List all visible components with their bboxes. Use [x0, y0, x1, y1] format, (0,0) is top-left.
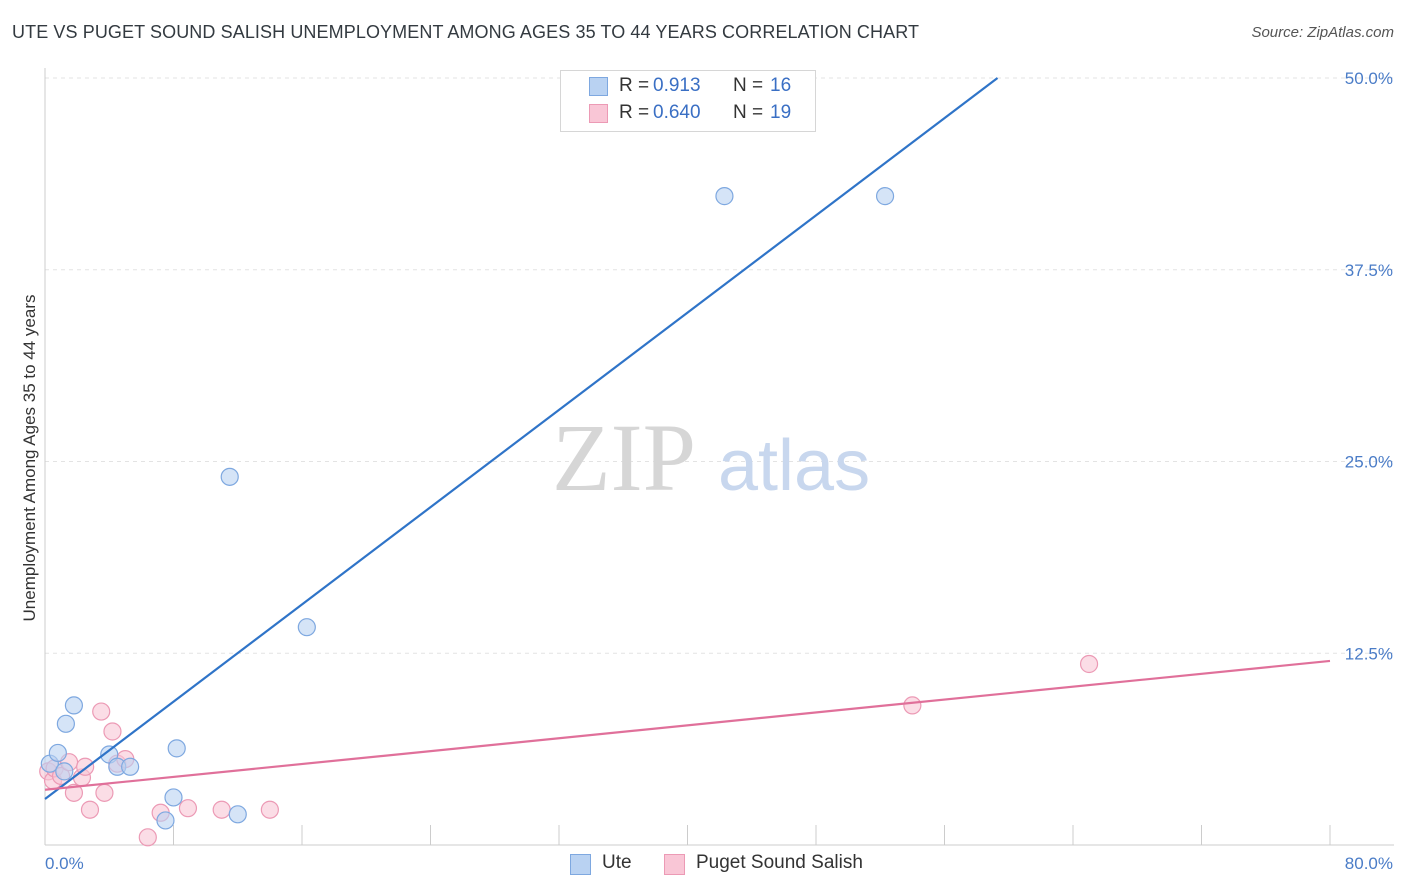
series-ute [40, 187, 895, 830]
salish-point [80, 800, 100, 819]
ute-point [156, 811, 175, 830]
legend-row-salish: R = 0.640 N = 19 [561, 100, 815, 126]
watermark-zip: ZIP [552, 404, 696, 511]
salish-swatch [664, 854, 685, 875]
trend-lines [44, 77, 1331, 800]
chart-title: UTE VS PUGET SOUND SALISH UNEMPLOYMENT A… [12, 22, 920, 42]
n-value: 16 [770, 75, 792, 96]
ute-point [715, 187, 734, 206]
y-tick-label: 50.0% [1345, 69, 1393, 88]
salish-point [103, 722, 122, 741]
ute-point [55, 762, 74, 781]
salish-point [212, 800, 231, 819]
n-label: N = [733, 102, 764, 123]
salish-point [903, 696, 922, 715]
salish-swatch [589, 104, 608, 123]
ute-point [121, 757, 140, 776]
watermark-atlas: atlas [718, 426, 870, 506]
ute-point [875, 187, 895, 206]
ute-point [164, 788, 183, 807]
salish-point [260, 800, 279, 819]
n-label: N = [733, 75, 764, 96]
grid-lines [45, 77, 1394, 654]
legend-label-salish: Puget Sound Salish [696, 852, 863, 873]
axes [44, 68, 1394, 846]
ute-swatch [570, 854, 591, 875]
ute-point [167, 739, 186, 758]
n-value: 19 [770, 102, 792, 123]
ute-trend-line [44, 77, 999, 800]
salish-point [95, 783, 114, 802]
ute-swatch [589, 77, 608, 96]
r-label: R = [619, 75, 650, 96]
ute-point [297, 618, 316, 637]
ute-point [220, 467, 239, 486]
r-value: 0.640 [653, 102, 701, 123]
legend-row-ute: R = 0.913 N = 16 [561, 73, 815, 99]
salish-point [1079, 654, 1099, 674]
y-axis-label: Unemployment Among Ages 35 to 44 years [20, 295, 39, 622]
salish-point [178, 799, 198, 818]
x-tick-label: 0.0% [45, 854, 84, 873]
salish-point [92, 702, 111, 721]
ute-point [64, 696, 84, 715]
salish-point [138, 828, 157, 847]
y-tick-label: 37.5% [1345, 261, 1393, 280]
correlation-legend: R = 0.913 N = 16 R = 0.640 N = 19 [560, 70, 816, 132]
ute-point [56, 714, 75, 733]
ute-point [48, 743, 67, 763]
tick-labels: 12.5% 25.0% 37.5% 50.0% 0.0% 80.0% [45, 69, 1393, 873]
y-tick-label: 12.5% [1345, 644, 1393, 663]
legend-label-ute: Ute [602, 852, 632, 873]
y-tick-label: 25.0% [1345, 453, 1393, 472]
ute-point [228, 805, 247, 824]
salish-point [64, 783, 84, 802]
salish-trend-line [44, 659, 1331, 791]
r-label: R = [619, 102, 650, 123]
source-credit: Source: ZipAtlas.com [1251, 24, 1394, 41]
r-value: 0.913 [653, 75, 701, 96]
x-tick-label: 80.0% [1345, 854, 1393, 873]
